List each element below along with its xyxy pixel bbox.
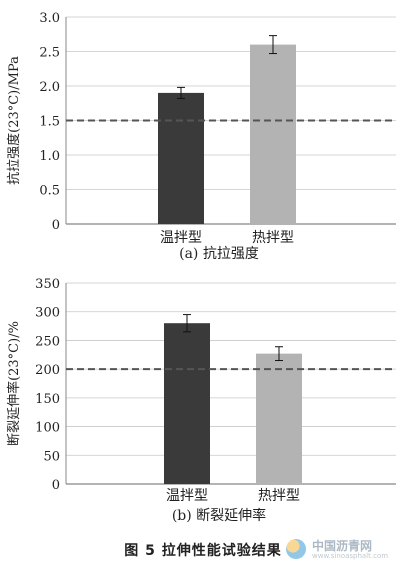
watermark-name: 中国沥青网 [312, 539, 373, 553]
y-tick-label: 2.5 [39, 46, 60, 61]
bar [256, 353, 302, 484]
category-label: 热拌型 [258, 488, 300, 504]
y-tick-label: 300 [35, 306, 60, 321]
y-tick-label: 100 [35, 421, 60, 436]
watermark: 中国沥青网 www.sinoasphalt.com [286, 537, 398, 565]
asphalt-logo-icon [286, 539, 306, 559]
y-tick-label: 250 [35, 334, 60, 349]
y-tick-label: 3.0 [39, 11, 60, 26]
category-label: 温拌型 [160, 230, 202, 246]
y-tick-label: 1.5 [39, 115, 60, 130]
watermark-url: www.sinoasphalt.com [312, 552, 389, 560]
y-tick-label: 200 [35, 363, 60, 378]
y-axis-label: 断裂延伸率(23°C)/% [6, 321, 22, 446]
y-tick-label: 0 [52, 218, 60, 233]
subplot-caption: (b) 断裂延伸率 [172, 507, 266, 524]
bar [164, 323, 210, 484]
subplot-caption: (a) 抗拉强度 [179, 246, 259, 262]
y-tick-label: 1.0 [39, 149, 60, 164]
bar [250, 44, 296, 224]
figure-caption: 图 5 拉伸性能试验结果 [124, 543, 282, 559]
y-tick-label: 350 [35, 277, 60, 292]
chart-tensile-strength: 0 0.5 1.0 1.5 2.0 2.5 3.0 温拌型 热拌型 抗拉强度(23°C)/MPa (… [6, 11, 396, 262]
y-tick-label: 0.5 [39, 184, 60, 199]
y-tick-label: 50 [43, 449, 60, 464]
category-label: 温拌型 [166, 488, 208, 504]
bar [158, 92, 204, 225]
y-tick-label: 0 [52, 478, 60, 493]
y-axis-label: 抗拉强度(23°C)/MPa [6, 56, 22, 185]
category-label: 热拌型 [252, 230, 294, 246]
y-tick-label: 150 [35, 392, 60, 407]
y-tick-label: 2.0 [39, 80, 60, 95]
chart-elongation: 0 50 100 150 200 250 300 350 温拌型 热拌型 断裂延伸率(23°C)/%… [6, 277, 396, 524]
